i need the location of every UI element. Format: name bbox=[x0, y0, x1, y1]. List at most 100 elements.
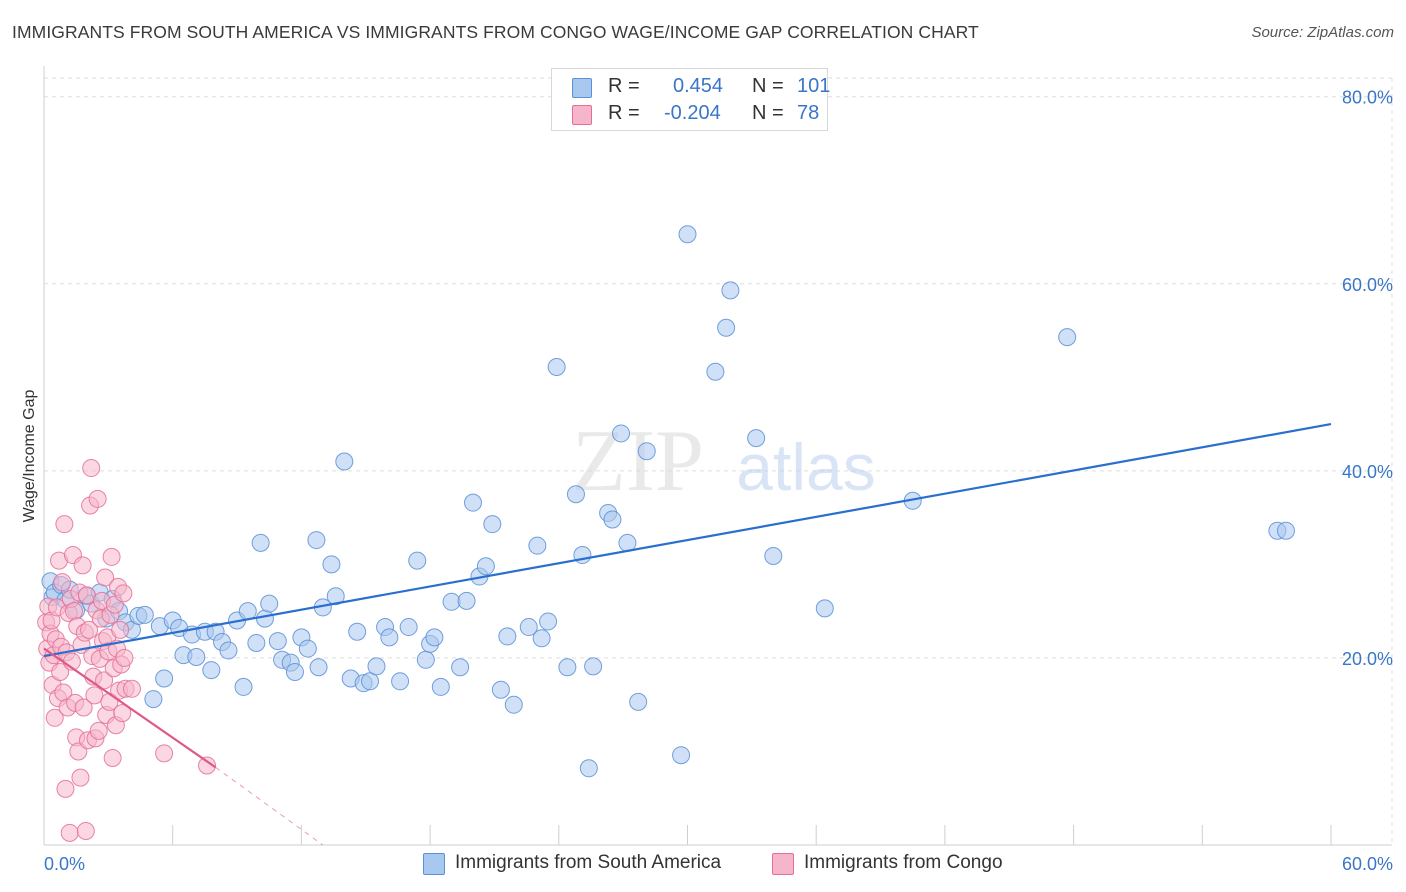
congo-point bbox=[113, 704, 132, 723]
south-america-point bbox=[483, 515, 502, 534]
pink-swatch-icon bbox=[572, 105, 592, 125]
south-america-point bbox=[579, 759, 598, 778]
data-points bbox=[37, 225, 1295, 842]
trend-lines bbox=[43, 423, 1332, 846]
south-america-point bbox=[268, 632, 287, 651]
tick-labels: 20.0% 40.0% 60.0% 80.0% 0.0% 60.0% bbox=[44, 88, 1393, 874]
blue-swatch-icon bbox=[423, 853, 445, 875]
south-america-point bbox=[747, 429, 766, 448]
congo-point bbox=[82, 459, 101, 478]
south-america-point bbox=[519, 618, 538, 637]
south-america-point bbox=[348, 622, 367, 641]
south-america-point bbox=[135, 605, 154, 624]
south-america-point bbox=[442, 592, 461, 611]
south-america-point bbox=[498, 627, 517, 646]
pink-swatch-icon bbox=[772, 853, 794, 875]
south-america-point bbox=[584, 657, 603, 676]
chart-title: IMMIGRANTS FROM SOUTH AMERICA VS IMMIGRA… bbox=[12, 22, 979, 42]
south-america-point bbox=[629, 692, 648, 711]
congo-point bbox=[65, 602, 84, 621]
south-america-point bbox=[251, 533, 270, 552]
south-america-point bbox=[464, 493, 482, 512]
correlation-legend: R = 0.454 N = 101 R = -0.204 N = 78 bbox=[551, 68, 831, 131]
south-america-point bbox=[717, 318, 736, 337]
south-america-point bbox=[322, 555, 341, 574]
south-america-point bbox=[678, 225, 697, 244]
congo-point bbox=[71, 768, 90, 787]
south-america-point bbox=[815, 599, 834, 618]
congo-point bbox=[88, 489, 107, 508]
congo-point bbox=[115, 648, 134, 667]
south-america-point bbox=[706, 362, 725, 381]
south-america-point bbox=[238, 602, 257, 621]
congo-point bbox=[76, 821, 95, 840]
congo-point bbox=[96, 568, 115, 587]
south-america-point bbox=[476, 557, 495, 576]
south-america-point bbox=[367, 657, 386, 676]
legend-r-label: R = bbox=[608, 75, 640, 97]
south-america-point bbox=[391, 672, 410, 691]
south-america-point bbox=[187, 647, 206, 666]
watermark: ZIP atlas bbox=[572, 413, 876, 510]
y-tick-label: 80.0% bbox=[1342, 88, 1393, 108]
south-america-point bbox=[285, 662, 304, 681]
south-america-trend-line bbox=[43, 423, 1332, 658]
south-america-point bbox=[309, 658, 328, 677]
congo-trend-line bbox=[43, 647, 217, 769]
congo-point bbox=[73, 556, 92, 575]
series-legend-label: Immigrants from South America bbox=[455, 852, 722, 873]
south-america-point bbox=[361, 672, 380, 691]
congo-point bbox=[45, 708, 64, 727]
south-america-point bbox=[532, 629, 551, 648]
south-america-point bbox=[255, 609, 274, 628]
blue-swatch-icon bbox=[572, 78, 592, 98]
south-america-point bbox=[603, 510, 622, 529]
south-america-point bbox=[431, 677, 450, 696]
south-america-point bbox=[380, 628, 399, 647]
congo-point bbox=[89, 721, 108, 740]
congo-point bbox=[56, 779, 75, 798]
south-america-point bbox=[326, 587, 345, 606]
south-america-point bbox=[399, 618, 418, 637]
congo-point bbox=[111, 620, 130, 639]
south-america-point bbox=[457, 591, 476, 610]
congo-point bbox=[51, 662, 70, 681]
congo-point bbox=[122, 679, 141, 698]
south-america-point bbox=[1276, 521, 1295, 540]
x-tick-label: 60.0% bbox=[1342, 854, 1393, 874]
south-america-point bbox=[1058, 328, 1077, 347]
south-america-point bbox=[764, 546, 783, 565]
axes bbox=[43, 66, 1392, 846]
south-america-point bbox=[721, 281, 740, 300]
legend-n-value: 78 bbox=[797, 102, 820, 124]
congo-point bbox=[198, 756, 217, 775]
legend-n-value: 101 bbox=[797, 75, 831, 97]
south-america-point bbox=[416, 650, 435, 669]
x-tick-label: 0.0% bbox=[44, 854, 85, 874]
south-america-point bbox=[504, 695, 523, 714]
south-america-point bbox=[612, 424, 631, 443]
south-america-point bbox=[202, 661, 221, 680]
south-america-point bbox=[672, 746, 691, 765]
south-america-point bbox=[491, 680, 510, 699]
gridlines bbox=[44, 77, 1393, 845]
congo-point bbox=[103, 749, 122, 768]
source-label: Source: ZipAtlas.com bbox=[1251, 24, 1394, 41]
south-america-point bbox=[558, 658, 577, 677]
south-america-point bbox=[260, 594, 279, 613]
congo-point bbox=[60, 823, 79, 842]
south-america-point bbox=[547, 358, 566, 377]
legend-r-label: R = bbox=[608, 102, 640, 124]
congo-point bbox=[77, 586, 96, 605]
south-america-point bbox=[451, 658, 470, 677]
south-america-point bbox=[539, 612, 558, 631]
south-america-point bbox=[566, 485, 585, 504]
south-america-point bbox=[298, 639, 317, 658]
congo-point bbox=[85, 686, 104, 705]
legend-n-label: N = bbox=[752, 75, 784, 97]
congo-point bbox=[102, 547, 121, 566]
legend-n-label: N = bbox=[752, 102, 784, 124]
y-tick-label: 60.0% bbox=[1342, 275, 1393, 295]
congo-point bbox=[114, 584, 133, 603]
congo-point bbox=[155, 744, 174, 763]
